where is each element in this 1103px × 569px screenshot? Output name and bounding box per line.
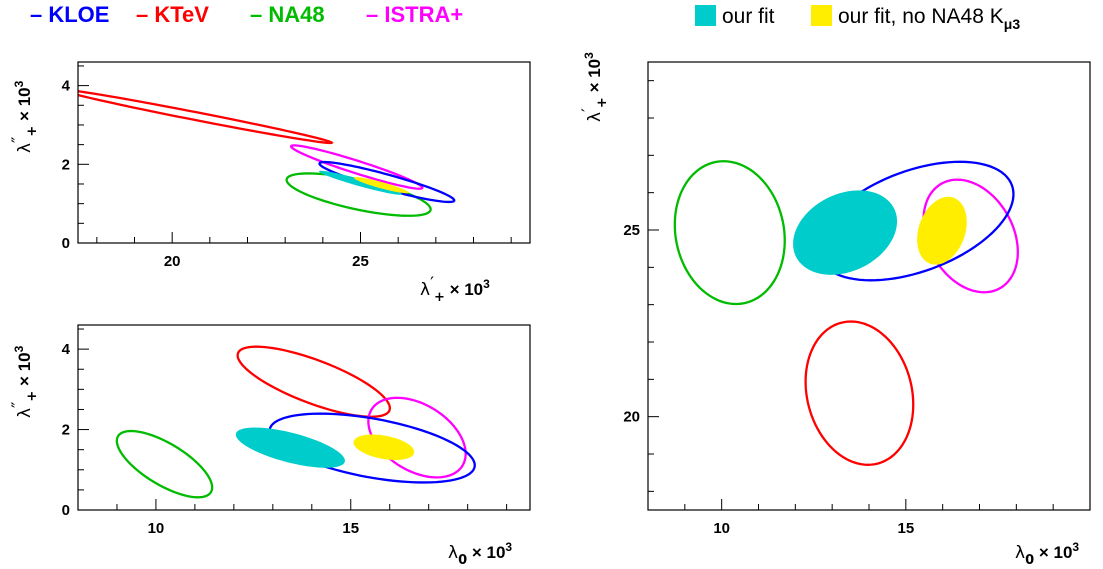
panel-top-left-contour-istra- [289, 144, 424, 190]
panel-right-contour-istra- [922, 178, 1019, 294]
legend-label-our-fit: our fit [722, 5, 775, 28]
panel-right-y-tick-label: 20 [623, 409, 640, 426]
panel-top-left-contour-kloe [318, 160, 456, 204]
panel-top-left-y-tick-label: 2 [62, 156, 70, 173]
panel-top-left-x-axis-label: λ′+ × 103 [420, 274, 490, 305]
legend-entry-istra: – ISTRA+ [366, 2, 463, 27]
axis-label-symbol: λ [420, 280, 430, 300]
axis-label-subscript: + [434, 290, 445, 305]
axis-label-prime: ″ [9, 137, 29, 143]
legend-label-main: our fit [722, 5, 775, 28]
panel-right-frame [647, 61, 1091, 511]
axis-label-exponent: 3 [12, 345, 26, 352]
legend-entry-kloe: – KLOE [30, 2, 109, 27]
axis-label-tail: × 10 [585, 59, 604, 97]
axis-label-tail: × 10 [445, 280, 483, 299]
panel-bottom-left-contours [115, 345, 476, 499]
axis-label-subscript: 0 [1025, 553, 1034, 568]
panel-top-left-x-tick-label: 25 [352, 253, 369, 270]
axis-label-subscript: + [25, 391, 40, 402]
legend-entry-na48: – NA48 [250, 2, 325, 27]
panel-right-y-axis-label: λ′+ × 103 [579, 52, 610, 122]
panel-bottom-left-contour-ktev [236, 345, 391, 418]
axis-label-prime: ″ [9, 402, 29, 408]
panel-right-contour-our-fit [793, 190, 898, 275]
legend-swatch-our-fit [695, 5, 716, 26]
panel-bottom-left-x-tick-label: 10 [148, 520, 165, 537]
panel-right-contour-na48 [673, 160, 786, 306]
panel-top-left-contour-our-fit-no-na48-k-3 [353, 177, 409, 194]
axis-label-prime: ′ [579, 108, 599, 112]
axis-label-subscript: + [25, 126, 40, 137]
axis-label-subscript: + [595, 97, 610, 108]
panel-right-contour-ktev [804, 320, 915, 466]
panel-top-left [77, 61, 531, 244]
axis-label-tail: × 10 [15, 87, 34, 125]
panel-right-x-axis-label: λ0 × 103 [1015, 540, 1079, 568]
panel-bottom-left-y-tick-label: 4 [62, 341, 71, 358]
axis-label-exponent: 3 [582, 52, 596, 59]
panel-top-left-y-tick-label: 4 [62, 78, 71, 95]
legend-label-subscript: μ3 [1004, 16, 1021, 32]
panel-bottom-left-y-tick-label: 2 [62, 422, 70, 439]
panel-bottom-left [77, 324, 531, 511]
panel-right-contours [673, 160, 1019, 466]
axis-label-exponent: 3 [483, 277, 490, 291]
legend-label-our-fit-no-na48: our fit, no NA48 Kμ3 [838, 5, 1020, 32]
axis-label-exponent: 3 [505, 540, 512, 554]
axis-label-symbol: λ [15, 143, 35, 153]
axis-label-exponent: 3 [12, 80, 26, 87]
panel-bottom-left-contour-na48 [115, 429, 214, 499]
axis-label-tail: × 10 [15, 352, 34, 390]
panel-bottom-left-frame [77, 324, 531, 511]
panel-top-left-x-tick-label: 20 [164, 253, 181, 270]
axis-label-exponent: 3 [1072, 540, 1079, 554]
panel-right-y-tick-label: 25 [623, 222, 640, 239]
panel-bottom-left-contour-our-fit [235, 427, 345, 468]
panel-right-x-tick-label: 15 [897, 520, 914, 537]
panel-bottom-left-contour-our-fit-no-na48-k-3 [353, 434, 415, 460]
panel-bottom-left-contour-istra- [367, 396, 467, 479]
panel-bottom-left-y-axis-label: λ″+ × 103 [9, 345, 40, 418]
legend-entry-ktev: – KTeV [136, 2, 209, 27]
panel-bottom-left-x-tick-label: 15 [342, 520, 359, 537]
axis-label-prime: ′ [430, 274, 434, 294]
panel-bottom-left-x-axis-label: λ0 × 103 [448, 540, 512, 568]
legend-label-main: our fit, no NA48 K [838, 5, 1004, 28]
axis-label-subscript: 0 [458, 553, 467, 568]
axis-label-symbol: λ [585, 112, 605, 122]
axis-label-symbol: λ [15, 408, 35, 418]
panel-right-x-tick-label: 10 [713, 520, 730, 537]
panel-top-left-y-tick-label: 0 [62, 235, 70, 252]
axis-label-tail: × 10 [1034, 543, 1072, 562]
panel-top-left-y-axis-label: λ″+ × 103 [9, 80, 40, 153]
panel-top-left-contours [78, 90, 456, 217]
panel-top-left-contour-our-fit [319, 170, 402, 195]
panel-bottom-left-y-tick-label: 0 [62, 502, 70, 519]
panel-right [647, 61, 1091, 511]
axis-label-tail: × 10 [467, 543, 505, 562]
legend-swatch-our-fit-no-na48 [811, 5, 832, 26]
panel-top-left-contour-ktev [78, 90, 334, 145]
panel-right-contour-our-fit-no-na48-k-3 [917, 196, 967, 265]
axis-label-symbol: λ [1015, 543, 1025, 563]
axis-label-symbol: λ [448, 543, 458, 563]
panel-top-left-frame [77, 61, 531, 244]
